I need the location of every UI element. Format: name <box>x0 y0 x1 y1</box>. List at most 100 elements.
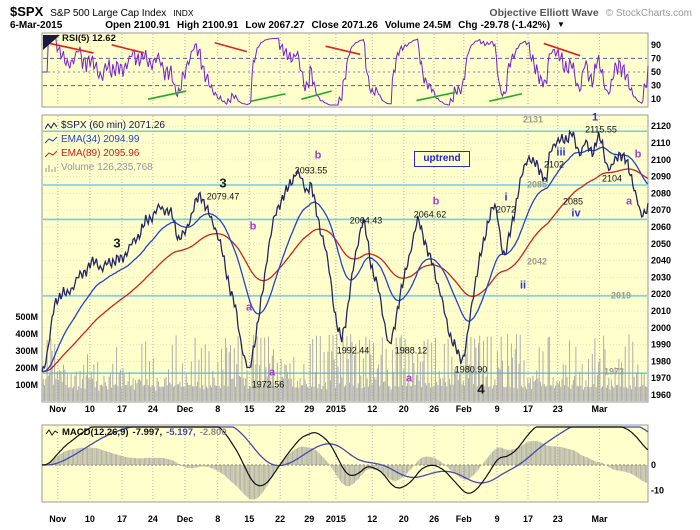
main-panel <box>41 114 649 403</box>
brand-label: Objective Elliott Wave <box>489 7 599 19</box>
x-axis-label: 17 <box>522 404 533 414</box>
axis-tick-label: 500M <box>15 312 38 322</box>
x-axis-label: 29 <box>304 404 315 414</box>
axis-tick-label: 2120 <box>651 121 671 131</box>
x-axis-label: Mar <box>591 404 608 414</box>
axis-tick-label: 400M <box>15 329 38 339</box>
axis-tick-label: 2100 <box>651 155 671 165</box>
x-axis-label: Feb <box>455 514 472 524</box>
axis-tick-label: 300M <box>15 346 38 356</box>
rsi-trendline-green <box>250 92 286 103</box>
axis-tick-label: 10 <box>651 94 661 104</box>
axis-tick-label: 30 <box>651 81 661 91</box>
volume-legend-label: Volume 126,235,768 <box>61 162 153 173</box>
axis-tick-label: 50 <box>651 67 661 77</box>
rsi-trendline-red <box>214 41 248 53</box>
x-axis-label: 20 <box>398 514 409 524</box>
axis-tick-label: 2010 <box>651 306 671 316</box>
quote-high: High 2100.91 <box>176 20 239 31</box>
axis-tick-label: 2040 <box>651 256 671 266</box>
axis-tick-label: 1990 <box>651 340 671 350</box>
price-line <box>41 129 649 372</box>
rsi-trendline-green <box>147 90 187 100</box>
axis-tick-label: 1980 <box>651 356 671 366</box>
stockcharts-credit: © StockCharts.com <box>605 8 692 19</box>
x-axis-label: 22 <box>275 514 286 524</box>
x-axis-label: 8 <box>215 514 221 524</box>
rsi-line <box>42 37 649 106</box>
macd-histogram-value: -2.800 <box>199 427 227 438</box>
ema34-legend-label: EMA(34) 2094.99 <box>61 134 140 145</box>
macd-value: -7.997, <box>132 427 163 438</box>
ema89-line <box>41 168 649 373</box>
rsi-trendline-green <box>301 90 332 100</box>
quote-date: 6-Mar-2015 <box>10 20 63 31</box>
x-axis-label: Dec <box>176 514 194 524</box>
x-axis-macd: Nov 10 17 24 Dec 8 15 22 29 2015 12 20 26 Feb 9 17 23 Mar <box>0 514 700 526</box>
rsi-trendline-red <box>543 42 581 57</box>
uptrend-label: uptrend <box>423 153 461 164</box>
ema34-series-icon <box>45 136 57 143</box>
x-axis-label: 8 <box>215 404 221 414</box>
axis-tick-label: 2050 <box>651 239 671 249</box>
ema89-series-icon <box>45 150 57 157</box>
x-axis-label: 26 <box>429 514 440 524</box>
x-axis-label: 15 <box>244 514 255 524</box>
spx-series-icon <box>45 121 57 129</box>
x-axis-label: Feb <box>455 404 472 414</box>
macd-histogram <box>42 440 649 500</box>
x-axis-label: Nov <box>49 404 67 414</box>
quote-low: Low 2067.27 <box>245 20 305 31</box>
x-axis-label: 23 <box>552 404 563 414</box>
quote-open: Open 2100.91 <box>105 20 170 31</box>
macd-legend: MACD(12,26,9) -7.997, -5.197, -2.800 <box>46 427 227 438</box>
quote-volume: Volume 24.5M <box>384 20 452 31</box>
x-axis-label: 17 <box>522 514 533 524</box>
x-axis-main: Nov 10 17 24 Dec 8 15 22 29 2015 12 20 26 Feb 9 17 23 Mar <box>0 404 700 416</box>
axis-tick-label: 90 <box>651 40 661 50</box>
axis-tick-label: 2020 <box>651 289 671 299</box>
uptrend-annotation-box: uptrend <box>414 151 470 167</box>
axis-tick-label: -10 <box>651 486 664 496</box>
axis-tick-label: 2090 <box>651 172 671 182</box>
annotation-wedge-icon <box>43 35 60 50</box>
axis-tick-label: 1970 <box>651 373 671 383</box>
macd-line <box>41 426 649 494</box>
x-axis-label: 2015 <box>325 404 346 414</box>
axis-tick-label: 2070 <box>651 205 671 215</box>
symbol: $SPX <box>10 4 44 19</box>
x-axis-label: 26 <box>429 404 440 414</box>
axis-tick-label: 2080 <box>651 188 671 198</box>
axis-tick-label: 200M <box>15 363 38 373</box>
x-axis-label: Dec <box>176 404 194 414</box>
change-down-triangle-icon: ▼ <box>557 20 565 29</box>
rsi-panel <box>41 32 649 108</box>
x-axis-label: 10 <box>84 514 95 524</box>
rsi-trendline-green <box>416 91 456 102</box>
quote-row: 6-Mar-2015 Open 2100.91 High 2100.91 Low 2067… <box>10 20 692 31</box>
rsi-legend: RSI(5) 12.62 <box>62 33 116 44</box>
rsi-trendline-green <box>489 92 523 103</box>
x-axis-label: Mar <box>591 514 608 524</box>
x-axis-label: 9 <box>494 514 500 524</box>
x-axis-label: 15 <box>244 404 255 414</box>
ema89-legend-label: EMA(89) 2095.96 <box>61 148 140 159</box>
x-axis-label: 20 <box>398 404 409 414</box>
axis-tick-label: 0 <box>651 460 656 470</box>
x-axis-label: 12 <box>367 514 378 524</box>
rsi-trendline-red <box>49 42 94 54</box>
index-name: S&P 500 Large Cap Index <box>50 8 167 19</box>
x-axis-label: 29 <box>304 514 315 524</box>
axis-tick-label: 2060 <box>651 222 671 232</box>
x-axis-label: Nov <box>49 514 67 524</box>
x-axis-label: 10 <box>84 404 95 414</box>
main-legend: $SPX (60 min) 2071.26 EMA(34) 2094.99 EM… <box>45 119 165 175</box>
macd-series-icon <box>46 429 58 436</box>
x-axis-label: 9 <box>494 404 500 414</box>
x-axis-label: 24 <box>147 514 158 524</box>
quote-chg: Chg -29.78 (-1.42%) <box>458 20 551 31</box>
rsi-trendline-red <box>325 45 361 56</box>
exchange: INDX <box>173 8 194 18</box>
axis-tick-label: 100M <box>15 380 38 390</box>
